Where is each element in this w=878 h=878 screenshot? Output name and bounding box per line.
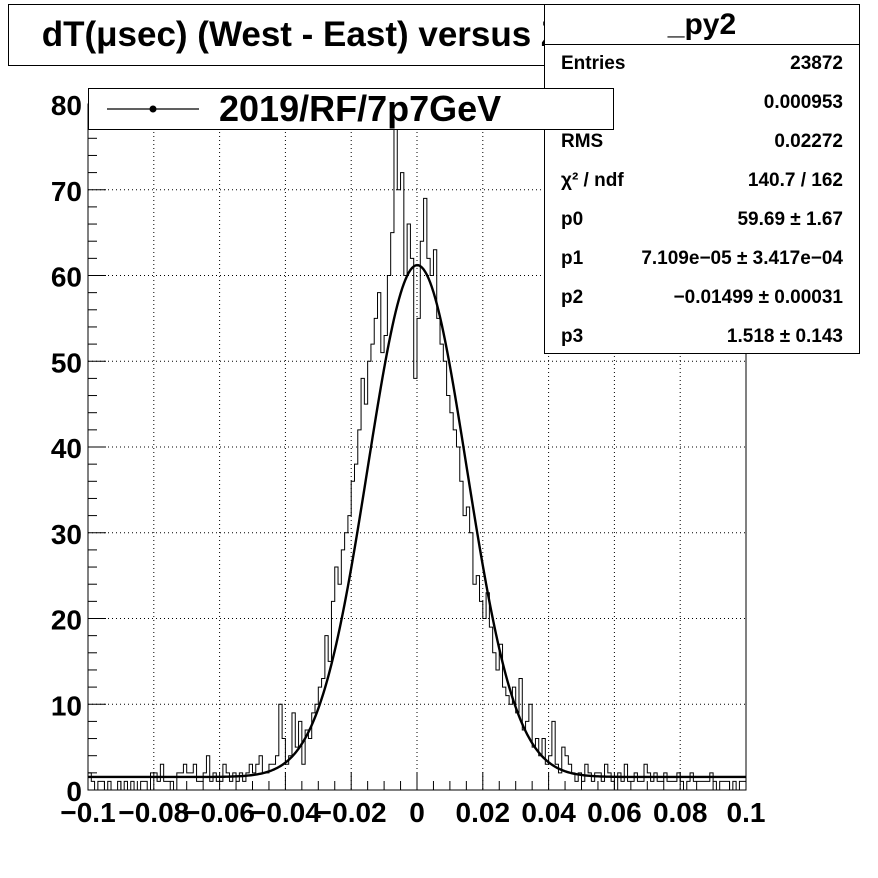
- histogram-steps: [87, 120, 747, 791]
- stats-value: 23872: [790, 53, 843, 74]
- x-tick-label: 0.04: [521, 797, 576, 828]
- legend: 2019/RF/7p7GeV: [88, 88, 614, 130]
- fit-curve: [88, 263, 746, 779]
- stats-row: Entries 23872: [545, 45, 859, 84]
- y-axis-labels: 0 10 20 30 40 50 60 70 80: [51, 90, 82, 807]
- stats-value: 1.518 ± 0.143: [726, 326, 843, 347]
- x-tick-label: 0.08: [653, 797, 708, 828]
- stats-value: 0.000953: [763, 92, 843, 113]
- stats-key: χ² / ndf: [561, 170, 624, 191]
- legend-marker-icon: [107, 105, 199, 113]
- x-tick-label: −0.04: [250, 797, 321, 828]
- axis-ticks: [87, 103, 747, 791]
- stats-row: RMS 0.02272: [545, 123, 859, 162]
- y-tick-label: 70: [51, 176, 82, 207]
- x-tick-label: −0.06: [184, 797, 255, 828]
- y-tick-label: 0: [66, 776, 82, 807]
- stats-row: p3 1.518 ± 0.143: [545, 318, 859, 357]
- stats-name: _py2: [545, 5, 859, 45]
- stats-value: 7.109e−05 ± 3.417e−04: [641, 248, 843, 269]
- x-tick-label: 0: [409, 797, 425, 828]
- stats-row: p1 7.109e−05 ± 3.417e−04: [545, 240, 859, 279]
- x-tick-label: −0.02: [316, 797, 387, 828]
- x-tick-label: 0.02: [456, 797, 511, 828]
- legend-label: 2019/RF/7p7GeV: [219, 88, 502, 129]
- stats-box: _py2 Entries 23872 Mean 0.000953 RMS 0.0…: [544, 4, 860, 354]
- stats-value: −0.01499 ± 0.00031: [673, 287, 843, 308]
- stats-row: p0 59.69 ± 1.67: [545, 201, 859, 240]
- y-tick-label: 60: [51, 262, 82, 293]
- y-tick-label: 10: [51, 690, 82, 721]
- stats-key: p2: [561, 287, 584, 308]
- x-tick-label: −0.1: [60, 797, 115, 828]
- x-tick-label: −0.08: [118, 797, 189, 828]
- stats-key: p1: [561, 248, 584, 269]
- stats-key: p0: [561, 209, 584, 230]
- y-tick-label: 80: [51, 90, 82, 121]
- stats-key: RMS: [561, 131, 604, 152]
- y-tick-label: 20: [51, 605, 82, 636]
- stats-key: p3: [561, 326, 584, 347]
- x-tick-label: 0.1: [727, 797, 766, 828]
- chart-title: dT(μsec) (West - East) versus Z: [8, 4, 596, 66]
- x-axis-labels: −0.1 −0.08−0.06−0.04−0.02 0 0.02 0.04 0.06 0.0…: [60, 797, 765, 828]
- y-tick-label: 30: [51, 519, 82, 550]
- stats-key: Entries: [561, 53, 626, 74]
- y-tick-label: 40: [51, 433, 82, 464]
- stats-value: 59.69 ± 1.67: [737, 209, 843, 230]
- stats-row: χ² / ndf 140.7 / 162: [545, 162, 859, 201]
- y-tick-label: 50: [51, 347, 82, 378]
- x-tick-label: 0.06: [587, 797, 642, 828]
- stats-value: 140.7 / 162: [747, 170, 843, 191]
- stats-value: 0.02272: [774, 131, 843, 152]
- stats-row: p2 −0.01499 ± 0.00031: [545, 279, 859, 318]
